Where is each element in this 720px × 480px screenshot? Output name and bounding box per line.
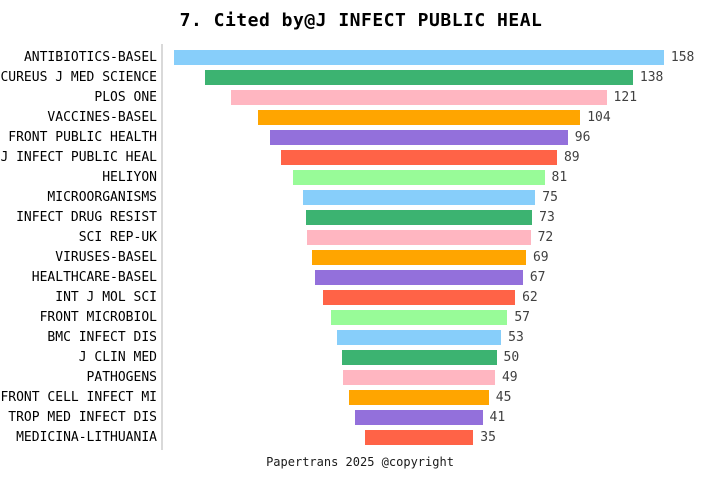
value-label: 72 bbox=[537, 229, 554, 245]
category-label: VACCINES-BASEL bbox=[47, 109, 157, 125]
funnel-bar bbox=[330, 310, 508, 325]
category-label: HELIYON bbox=[102, 169, 157, 185]
funnel-bar bbox=[364, 430, 474, 445]
value-label: 57 bbox=[514, 309, 530, 325]
funnel-bar bbox=[231, 90, 607, 105]
value-label: 67 bbox=[529, 269, 546, 285]
category-label: PATHOGENS bbox=[86, 369, 157, 385]
value-label: 158 bbox=[670, 49, 695, 65]
funnel-bar bbox=[322, 290, 516, 305]
category-label: FRONT MICROBIOL bbox=[39, 309, 157, 325]
category-label: J CLIN MED bbox=[78, 349, 157, 365]
value-label: 45 bbox=[495, 389, 512, 405]
funnel-bar bbox=[302, 190, 536, 205]
value-label: 73 bbox=[539, 209, 555, 225]
category-label: CUREUS J MED SCIENCE bbox=[0, 69, 157, 85]
value-label: 41 bbox=[489, 409, 506, 425]
funnel-bar bbox=[174, 50, 664, 65]
value-label: 96 bbox=[574, 129, 591, 145]
value-label: 89 bbox=[563, 149, 580, 165]
value-label: 138 bbox=[639, 69, 664, 85]
copyright-note: Papertrans 2025 @copyright bbox=[266, 455, 454, 469]
funnel-bar bbox=[349, 390, 489, 405]
value-label: 49 bbox=[501, 369, 518, 385]
value-label: 62 bbox=[522, 289, 538, 305]
value-label: 53 bbox=[508, 329, 524, 345]
value-label: 35 bbox=[480, 429, 496, 445]
chart-title: 7. Cited by@J INFECT PUBLIC HEAL bbox=[179, 10, 543, 31]
category-label: MICROORGANISMS bbox=[47, 189, 157, 205]
category-label: ANTIBIOTICS-BASEL bbox=[23, 49, 157, 65]
funnel-bar bbox=[281, 150, 557, 165]
funnel-bar bbox=[305, 210, 533, 225]
value-label: 69 bbox=[532, 249, 549, 265]
funnel-bar bbox=[312, 250, 526, 265]
category-label: MEDICINA-LITHUANIA bbox=[16, 429, 157, 445]
value-label: 50 bbox=[503, 349, 520, 365]
category-label: PLOS ONE bbox=[94, 89, 157, 105]
category-label: FRONT PUBLIC HEALTH bbox=[8, 129, 157, 145]
category-label: SCI REP-UK bbox=[78, 229, 157, 245]
value-label: 121 bbox=[613, 89, 638, 105]
category-label: BMC INFECT DIS bbox=[47, 329, 157, 345]
value-label: 75 bbox=[542, 189, 558, 205]
funnel-bar bbox=[336, 330, 502, 345]
funnel-bar bbox=[257, 110, 581, 125]
value-label: 104 bbox=[587, 109, 611, 125]
value-label: 81 bbox=[551, 169, 568, 185]
funnel-bar bbox=[341, 350, 497, 365]
funnel-bar bbox=[343, 370, 495, 385]
funnel-bar bbox=[205, 70, 633, 85]
category-label: J INFECT PUBLIC HEAL bbox=[0, 149, 157, 165]
funnel-bar bbox=[293, 170, 545, 185]
funnel-bar bbox=[355, 410, 483, 425]
category-label: FRONT CELL INFECT MI bbox=[0, 389, 157, 405]
funnel-bar bbox=[315, 270, 523, 285]
category-label: TROP MED INFECT DIS bbox=[8, 409, 157, 425]
funnel-bar bbox=[270, 130, 568, 145]
category-axis-line bbox=[161, 44, 163, 450]
category-label: VIRUSES-BASEL bbox=[55, 249, 157, 265]
category-label: HEALTHCARE-BASEL bbox=[31, 269, 157, 285]
funnel-bar bbox=[307, 230, 531, 245]
category-label: INFECT DRUG RESIST bbox=[16, 209, 157, 225]
category-label: INT J MOL SCI bbox=[55, 289, 157, 305]
